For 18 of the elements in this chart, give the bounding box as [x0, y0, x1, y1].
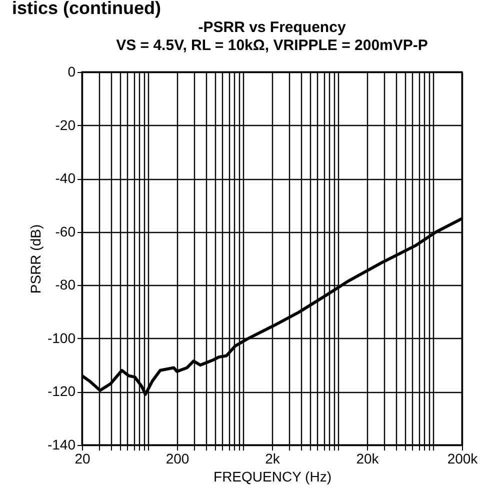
- y-tick-label: -60: [55, 223, 76, 240]
- y-tick-label: -140: [47, 436, 76, 452]
- x-tick-label: 200: [166, 450, 190, 466]
- text: istics (continued): [12, 0, 162, 18]
- chart-subtitle: VS = 4.5V, RL = 10kΩ, VRIPPLE = 200mVP-P: [116, 37, 428, 54]
- y-tick-label: -100: [47, 330, 76, 346]
- y-tick-label: -80: [55, 276, 76, 293]
- x-axis-title: FREQUENCY (Hz): [214, 468, 332, 484]
- x-tick-label: 20k: [356, 450, 380, 466]
- x-tick-label: 2k: [265, 450, 281, 466]
- chart-title: -PSRR vs Frequency: [198, 19, 346, 36]
- y-tick-label: -20: [55, 116, 76, 133]
- y-tick-label: -120: [47, 383, 76, 400]
- x-tick-label: 200k: [447, 450, 479, 466]
- x-tick-label: 20: [74, 450, 90, 466]
- y-tick-label: 0: [68, 64, 76, 80]
- y-tick-label: -40: [55, 170, 76, 186]
- y-axis-title: PSRR (dB): [27, 224, 44, 294]
